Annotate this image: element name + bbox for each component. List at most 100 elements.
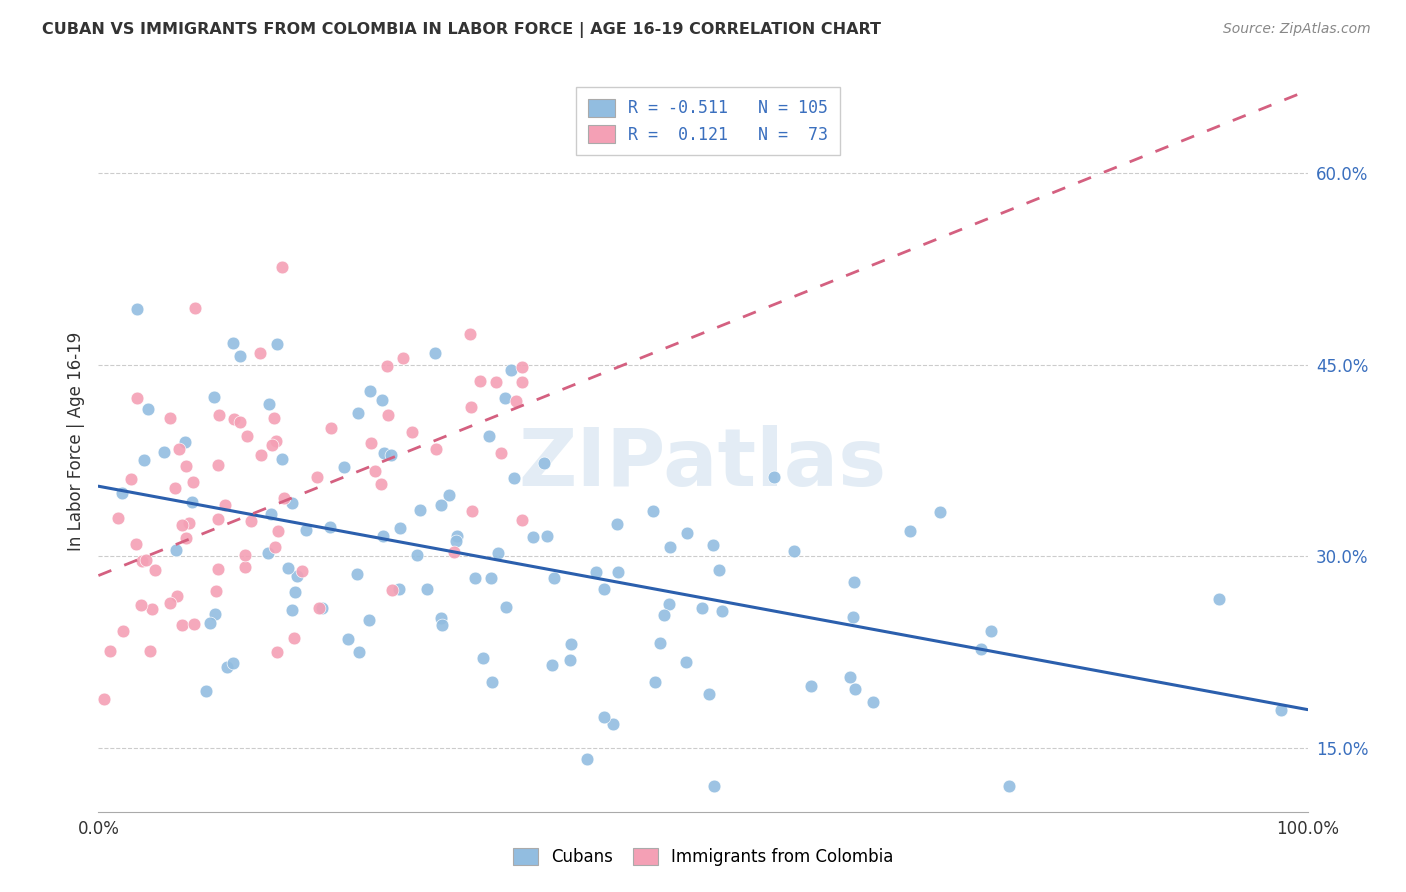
Point (644, 674, 666, 689)
Point (405, 549, 427, 563)
Point (281, 603, 304, 617)
Point (401, 425, 423, 439)
Point (204, 607, 226, 621)
Point (215, 660, 238, 674)
Point (166, 589, 188, 603)
Point (141, 602, 163, 616)
Point (291, 564, 314, 578)
Point (844, 681, 866, 696)
Point (170, 617, 193, 632)
Point (319, 520, 342, 534)
Point (510, 360, 533, 375)
Point (264, 541, 287, 555)
Point (266, 645, 288, 659)
Point (392, 351, 415, 365)
Point (229, 349, 252, 363)
Point (129, 598, 152, 612)
Point (167, 442, 190, 456)
Point (207, 458, 229, 472)
Point (510, 375, 533, 389)
Point (222, 411, 245, 425)
Point (359, 613, 381, 627)
Point (380, 448, 402, 462)
Point (430, 498, 453, 512)
Point (364, 464, 387, 478)
Point (381, 583, 404, 598)
Point (592, 709, 614, 723)
Point (120, 472, 142, 486)
Point (240, 514, 263, 528)
Point (183, 617, 205, 632)
Point (136, 401, 159, 416)
Point (371, 392, 394, 407)
Point (430, 611, 453, 625)
Point (184, 301, 207, 315)
Point (267, 524, 290, 538)
Point (266, 336, 288, 351)
Point (560, 637, 582, 651)
Point (347, 645, 370, 659)
Point (478, 429, 501, 443)
Point (174, 531, 197, 545)
Point (263, 411, 285, 425)
Legend: Cubans, Immigrants from Colombia: Cubans, Immigrants from Colombia (506, 841, 900, 873)
Point (260, 507, 283, 521)
Point (536, 529, 558, 543)
Point (134, 453, 156, 467)
Point (703, 779, 725, 793)
Point (159, 596, 181, 610)
Point (641, 504, 664, 518)
Point (270, 260, 292, 274)
Point (485, 375, 508, 389)
Point (131, 554, 153, 568)
Point (337, 632, 360, 647)
Point (510, 513, 533, 527)
Point (173, 435, 195, 450)
Point (377, 409, 399, 423)
Point (125, 537, 148, 551)
Point (446, 529, 468, 543)
Point (111, 624, 134, 638)
Point (522, 530, 544, 544)
Point (602, 716, 624, 731)
Point (471, 650, 494, 665)
Point (283, 631, 305, 645)
Point (359, 384, 381, 398)
Point (479, 571, 502, 585)
Point (862, 695, 884, 709)
Point (540, 658, 562, 673)
Point (235, 549, 257, 563)
Point (207, 512, 229, 526)
Point (707, 563, 730, 577)
Point (702, 538, 724, 552)
Point (652, 607, 675, 622)
Point (980, 624, 1002, 639)
Point (844, 574, 866, 589)
Point (373, 446, 395, 460)
Text: Source: ZipAtlas.com: Source: ZipAtlas.com (1223, 22, 1371, 37)
Point (208, 408, 231, 422)
Point (558, 652, 581, 666)
Point (370, 477, 392, 491)
Point (371, 528, 394, 542)
Point (970, 641, 993, 656)
Point (659, 541, 682, 555)
Point (280, 496, 302, 510)
Point (321, 420, 343, 434)
Point (222, 336, 245, 351)
Point (502, 471, 524, 485)
Point (346, 406, 368, 420)
Point (543, 571, 565, 585)
Point (486, 546, 509, 560)
Point (416, 582, 439, 596)
Point (409, 502, 432, 516)
Point (710, 604, 733, 618)
Point (585, 565, 607, 579)
Point (676, 526, 699, 541)
Point (468, 375, 491, 389)
Point (174, 458, 197, 473)
Point (107, 510, 129, 524)
Point (205, 584, 228, 599)
Point (360, 435, 382, 450)
Point (249, 345, 271, 359)
